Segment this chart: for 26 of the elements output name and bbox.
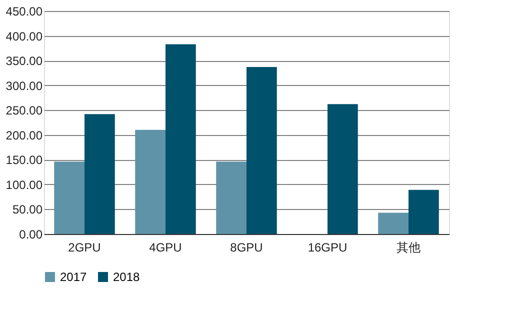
y-tick-label: 200.00 bbox=[6, 128, 43, 142]
x-tick-label: 16GPU bbox=[308, 240, 348, 254]
x-tick-label: 4GPU bbox=[149, 240, 182, 254]
y-tick-label: 50.00 bbox=[12, 202, 43, 217]
bar bbox=[246, 67, 277, 234]
bar bbox=[54, 162, 84, 234]
y-tick-label: 350.00 bbox=[6, 54, 43, 68]
legend-label: 2017 bbox=[60, 270, 88, 284]
bar bbox=[135, 130, 166, 234]
x-tick-label: 其他 bbox=[396, 240, 420, 254]
bar bbox=[328, 104, 358, 234]
y-tick-label: 150.00 bbox=[6, 153, 43, 168]
y-tick-label: 300.00 bbox=[6, 78, 43, 93]
y-tick-label: 400.00 bbox=[6, 29, 43, 44]
y-tick-label: 0.00 bbox=[19, 228, 43, 242]
y-tick-label: 100.00 bbox=[6, 178, 43, 192]
bar bbox=[216, 162, 246, 234]
x-tick-label: 8GPU bbox=[230, 240, 263, 254]
bar bbox=[84, 114, 115, 234]
y-tick-label: 250.00 bbox=[6, 104, 43, 118]
legend-label: 2018 bbox=[113, 270, 140, 284]
x-tick-label: 2GPU bbox=[68, 240, 101, 254]
bar bbox=[166, 44, 196, 234]
y-tick-label: 450.00 bbox=[6, 4, 43, 18]
bar bbox=[408, 190, 439, 234]
bar bbox=[378, 212, 408, 234]
